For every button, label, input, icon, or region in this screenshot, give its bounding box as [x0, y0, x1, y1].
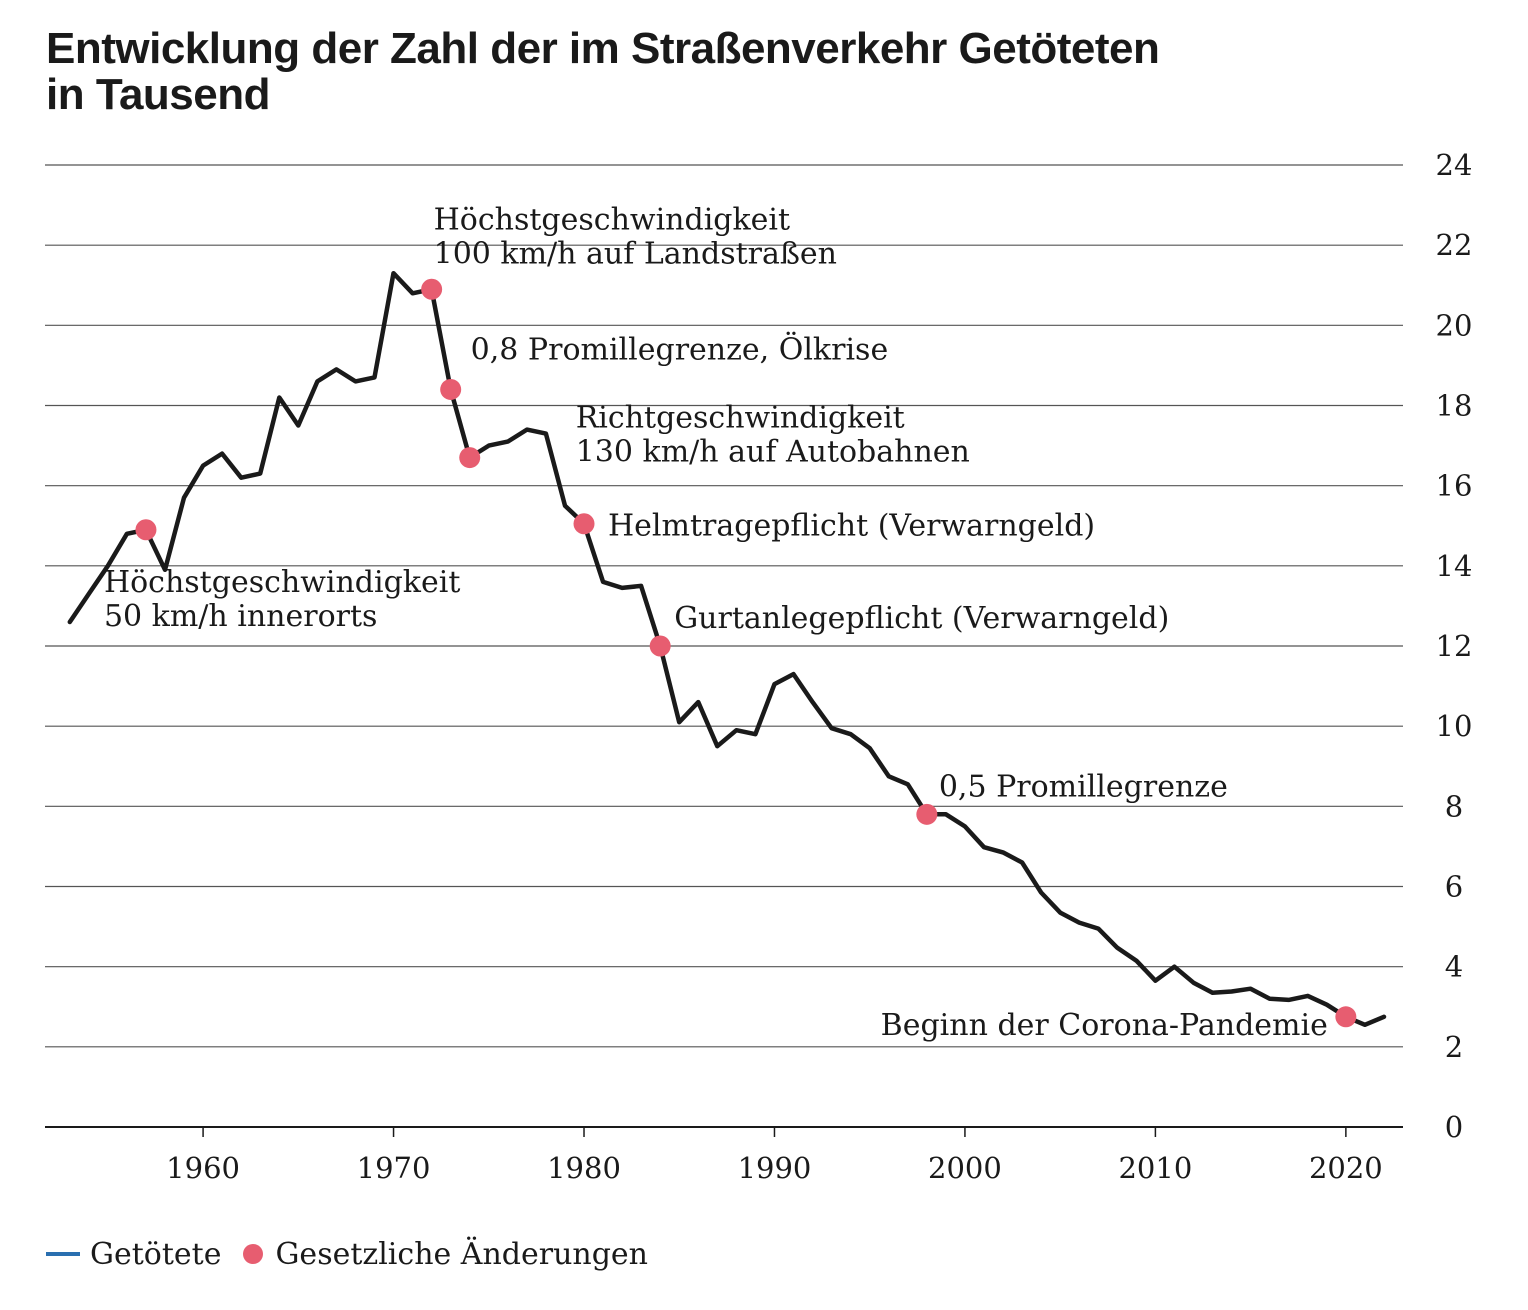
legend-label-getoetete: Getötete: [90, 1236, 222, 1272]
y-tick-label-12: 12: [1436, 629, 1473, 663]
event-marker-1972: [421, 278, 443, 300]
event-annotation-1972: Höchstgeschwindigkeit 100 km/h auf Landst…: [434, 202, 837, 271]
series-line-layer: [67, 270, 1387, 1028]
event-annotation-line: 100 km/h auf Landstraßen: [434, 236, 837, 271]
event-annotation-2020: Beginn der Corona-Pandemie: [881, 1008, 1328, 1043]
event-annotation-line: 0,8 Promillegrenze, Ölkrise: [471, 331, 889, 367]
event-annotation-line: Höchstgeschwindigkeit: [434, 202, 790, 237]
event-annotation-line: Höchstgeschwindigkeit: [104, 565, 460, 600]
event-marker-1973: [440, 378, 462, 400]
event-marker-1998: [916, 803, 938, 825]
event-annotation-line: Gurtanlegepflicht (Verwarngeld): [674, 601, 1169, 636]
grid-lines: [45, 164, 1403, 1048]
event-annotation-1974: Richtgeschwindigkeit 130 km/h auf Autobah…: [576, 401, 970, 470]
legend: Getötete Gesetzliche Änderungen: [46, 1234, 648, 1274]
event-annotation-1984: Gurtanlegepflicht (Verwarngeld): [674, 601, 1169, 636]
event-marker-1984: [649, 635, 671, 657]
event-annotation-1998: 0,5 Promillegrenze: [939, 769, 1228, 804]
x-tick-label-2010: 2010: [1118, 1151, 1192, 1185]
y-tick-label-18: 18: [1436, 389, 1473, 423]
y-tick-label-16: 16: [1436, 469, 1473, 503]
y-tick-label-4: 4: [1445, 950, 1463, 984]
event-marker-1974: [459, 447, 481, 469]
legend-dot-swatch: [243, 1244, 264, 1264]
x-tick-label-2020: 2020: [1309, 1151, 1383, 1185]
event-annotation-line: 0,5 Promillegrenze: [939, 769, 1228, 804]
y-tick-label-8: 8: [1445, 789, 1463, 823]
y-tick-label-22: 22: [1436, 228, 1473, 262]
y-tick-label-14: 14: [1436, 549, 1473, 583]
x-tick-label-1970: 1970: [357, 1151, 431, 1185]
x-tick-label-1990: 1990: [738, 1151, 812, 1185]
event-annotation-line: Richtgeschwindigkeit: [576, 401, 905, 436]
legend-label-gesetzliche-aenderungen: Gesetzliche Änderungen: [275, 1236, 649, 1272]
event-annotation-1973: 0,8 Promillegrenze, Ölkrise: [471, 331, 889, 367]
x-tick-label-1960: 1960: [166, 1151, 240, 1185]
y-tick-label-2: 2: [1445, 1030, 1463, 1064]
x-tick-label-1980: 1980: [547, 1151, 621, 1185]
event-annotations: Höchstgeschwindigkeit 50 km/h innerortsHö…: [104, 202, 1328, 1043]
chart-title: Entwicklung der Zahl der im Straßenverke…: [46, 26, 1446, 118]
legend-line-swatch: [46, 1252, 80, 1256]
event-annotation-line: Beginn der Corona-Pandemie: [881, 1008, 1328, 1043]
y-tick-label-20: 20: [1436, 308, 1473, 342]
series-line-getoetete: [67, 270, 1387, 1028]
event-annotation-1980: Helmtragepflicht (Verwarngeld): [608, 509, 1095, 544]
event-marker-2020: [1335, 1006, 1357, 1028]
y-tick-label-24: 24: [1436, 148, 1473, 182]
chart-title-line-2: in Tausend: [46, 70, 270, 119]
event-annotation-line: 130 km/h auf Autobahnen: [576, 435, 970, 470]
event-annotation-1957: Höchstgeschwindigkeit 50 km/h innerorts: [104, 565, 460, 634]
y-tick-label-6: 6: [1445, 870, 1463, 904]
event-marker-1980: [573, 513, 595, 535]
y-tick-label-10: 10: [1436, 709, 1473, 743]
y-tick-label-0: 0: [1445, 1110, 1463, 1144]
chart-title-line-1: Entwicklung der Zahl der im Straßenverke…: [46, 24, 1160, 73]
event-marker-1957: [135, 519, 157, 541]
x-tick-label-2000: 2000: [928, 1151, 1002, 1185]
event-markers: [135, 278, 1357, 1028]
event-annotation-line: Helmtragepflicht (Verwarngeld): [608, 509, 1095, 544]
event-annotation-line: 50 km/h innerorts: [104, 599, 378, 634]
